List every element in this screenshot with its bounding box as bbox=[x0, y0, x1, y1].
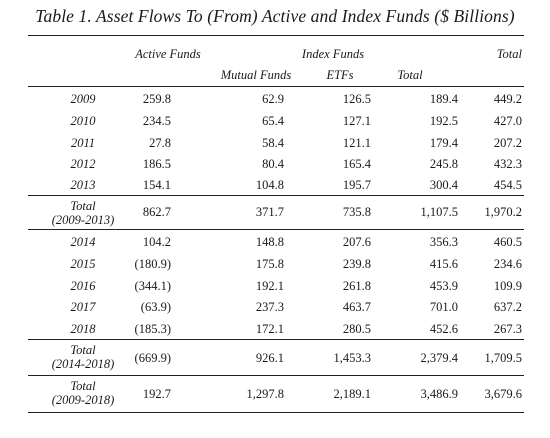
mutual-value: 172.1 bbox=[255, 322, 284, 336]
section-rule bbox=[28, 339, 524, 340]
total-value: 3,679.6 bbox=[484, 387, 523, 401]
active-value: (669.9) bbox=[134, 351, 171, 365]
index-total-value: 356.3 bbox=[429, 235, 458, 249]
active-value: 104.2 bbox=[142, 235, 171, 249]
mutual-value: 192.1 bbox=[255, 279, 284, 293]
mutual-value: 80.4 bbox=[262, 157, 284, 171]
etfs-value: 463.7 bbox=[342, 300, 371, 314]
row-label-line2: (2009-2018) bbox=[51, 393, 115, 407]
total-value: 637.2 bbox=[493, 300, 522, 314]
etfs-value: 261.8 bbox=[342, 279, 371, 293]
row-label: 2011 bbox=[70, 136, 96, 150]
header-active-funds: Active Funds bbox=[135, 47, 201, 61]
mutual-value: 926.1 bbox=[255, 351, 284, 365]
index-total-value: 2,379.4 bbox=[420, 351, 459, 365]
row-label: 2010 bbox=[70, 114, 96, 128]
total-value: 432.3 bbox=[493, 157, 522, 171]
active-value: 862.7 bbox=[142, 205, 171, 219]
section-rule bbox=[28, 375, 524, 376]
total-value: 1,970.2 bbox=[484, 205, 523, 219]
index-total-value: 3,486.9 bbox=[420, 387, 459, 401]
total-value: 460.5 bbox=[493, 235, 522, 249]
total-value: 427.0 bbox=[493, 114, 522, 128]
row-label: 2012 bbox=[70, 157, 96, 171]
active-value: (344.1) bbox=[134, 279, 171, 293]
total-value: 267.3 bbox=[493, 322, 522, 336]
active-value: 154.1 bbox=[142, 178, 171, 192]
etfs-value: 239.8 bbox=[342, 257, 371, 271]
header-total: Total bbox=[496, 47, 522, 61]
total-value: 449.2 bbox=[493, 92, 522, 106]
row-label-line2: (2014-2018) bbox=[51, 357, 115, 371]
index-total-value: 300.4 bbox=[429, 178, 458, 192]
index-total-value: 452.6 bbox=[429, 322, 458, 336]
etfs-value: 121.1 bbox=[342, 136, 371, 150]
table-title: Table 1. Asset Flows To (From) Active an… bbox=[35, 6, 515, 26]
total-value: 454.5 bbox=[493, 178, 522, 192]
row-label: 2014 bbox=[70, 235, 96, 249]
etfs-value: 165.4 bbox=[342, 157, 371, 171]
header-etfs: ETFs bbox=[326, 68, 354, 82]
header-index-total: Total bbox=[397, 68, 423, 82]
mutual-value: 371.7 bbox=[255, 205, 284, 219]
total-value: 234.6 bbox=[493, 257, 522, 271]
row-label-line2: (2009-2013) bbox=[51, 213, 115, 227]
mutual-value: 175.8 bbox=[255, 257, 284, 271]
active-value: 259.8 bbox=[142, 92, 171, 106]
etfs-value: 126.5 bbox=[342, 92, 371, 106]
etfs-value: 735.8 bbox=[342, 205, 371, 219]
row-label: 2016 bbox=[70, 279, 96, 293]
mutual-value: 237.3 bbox=[255, 300, 284, 314]
active-value: 192.7 bbox=[142, 387, 171, 401]
active-value: 234.5 bbox=[142, 114, 171, 128]
etfs-value: 1,453.3 bbox=[333, 351, 372, 365]
etfs-value: 127.1 bbox=[342, 114, 371, 128]
row-label: 2018 bbox=[70, 322, 96, 336]
bottom-rule bbox=[28, 412, 524, 413]
header-index-funds: Index Funds bbox=[301, 47, 365, 61]
active-value: 186.5 bbox=[142, 157, 171, 171]
mutual-value: 62.9 bbox=[262, 92, 284, 106]
active-value: 27.8 bbox=[149, 136, 171, 150]
etfs-value: 207.6 bbox=[342, 235, 371, 249]
mutual-value: 1,297.8 bbox=[246, 387, 285, 401]
row-label-line1: Total bbox=[70, 379, 96, 393]
index-total-value: 245.8 bbox=[429, 157, 458, 171]
index-total-value: 192.5 bbox=[429, 114, 458, 128]
total-value: 109.9 bbox=[493, 279, 522, 293]
total-value: 207.2 bbox=[493, 136, 522, 150]
etfs-value: 2,189.1 bbox=[333, 387, 372, 401]
mutual-value: 148.8 bbox=[255, 235, 284, 249]
row-label: 2017 bbox=[70, 300, 96, 314]
row-label: 2015 bbox=[70, 257, 96, 271]
row-label: 2009 bbox=[70, 92, 96, 106]
section-rule bbox=[28, 195, 524, 196]
active-value: (63.9) bbox=[140, 300, 171, 314]
index-total-value: 179.4 bbox=[429, 136, 458, 150]
header-rule bbox=[28, 86, 524, 87]
index-total-value: 415.6 bbox=[429, 257, 458, 271]
index-total-value: 453.9 bbox=[429, 279, 458, 293]
mutual-value: 65.4 bbox=[262, 114, 284, 128]
etfs-value: 280.5 bbox=[342, 322, 371, 336]
index-total-value: 1,107.5 bbox=[420, 205, 459, 219]
index-total-value: 189.4 bbox=[429, 92, 458, 106]
mutual-value: 104.8 bbox=[255, 178, 284, 192]
total-value: 1,709.5 bbox=[484, 351, 523, 365]
etfs-value: 195.7 bbox=[342, 178, 371, 192]
section-rule bbox=[28, 229, 524, 230]
top-rule bbox=[28, 35, 524, 36]
active-value: (180.9) bbox=[134, 257, 171, 271]
row-label: 2013 bbox=[70, 178, 96, 192]
active-value: (185.3) bbox=[134, 322, 171, 336]
row-label-line1: Total bbox=[70, 199, 96, 213]
mutual-value: 58.4 bbox=[262, 136, 284, 150]
row-label-line1: Total bbox=[70, 343, 96, 357]
header-mutual-funds: Mutual Funds bbox=[220, 68, 292, 82]
index-total-value: 701.0 bbox=[429, 300, 458, 314]
